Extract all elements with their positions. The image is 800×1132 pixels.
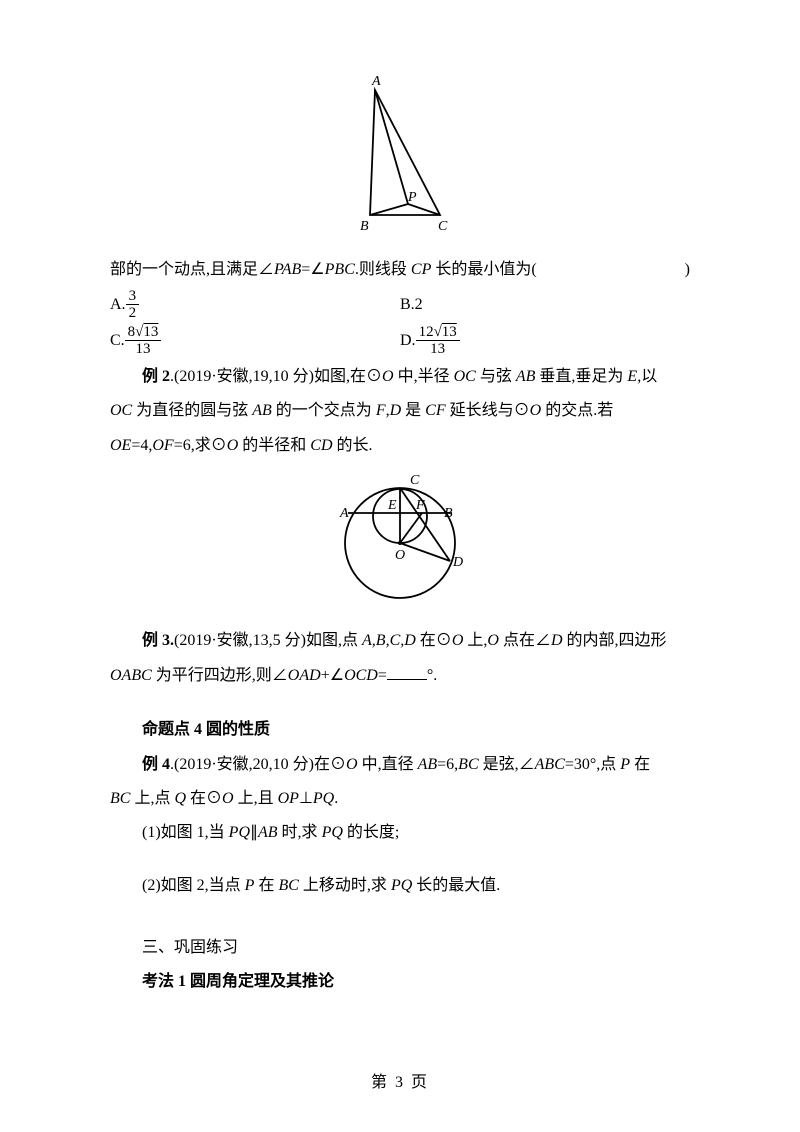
fig2-a: A <box>339 506 349 521</box>
fig2-o: O <box>395 548 405 563</box>
figure-circle: A B C D E F O <box>110 461 690 622</box>
choice-row-1: A. 32 B.2 <box>110 288 690 322</box>
fig2-c: C <box>410 473 420 488</box>
label-b: B <box>360 219 369 234</box>
choice-b: B.2 <box>400 288 690 322</box>
choice-a: A. 32 <box>110 288 400 322</box>
example-2-line2: OC 为直径的圆与弦 AB 的一个交点为 F,D 是 CF 延长线与⊙O 的交点… <box>110 396 690 426</box>
example-3-line1: 例 3.(2019·安徽,13,5 分)如图,点 A,B,C,D 在⊙O 上,O… <box>110 626 690 656</box>
section-3-sub: 考法 1 圆周角定理及其推论 <box>110 967 690 997</box>
section-3-title: 三、巩固练习 <box>110 933 690 963</box>
page-footer: 第 3 页 <box>0 1068 800 1098</box>
example-4-q2: (2)如图 2,当点 P 在 BC 上移动时,求 PQ 长的最大值. <box>110 871 690 901</box>
choice-c: C. 8√13 13 <box>110 324 400 358</box>
example-4-line1: 例 4.(2019·安徽,20,10 分)在⊙O 中,直径 AB=6,BC 是弦… <box>110 750 690 780</box>
example-4-line2: BC 上,点 Q 在⊙O 上,且 OP⊥PQ. <box>110 784 690 814</box>
fig2-f: F <box>415 498 425 513</box>
example-4-q1: (1)如图 1,当 PQ∥AB 时,求 PQ 的长度; <box>110 818 690 848</box>
label-c: C <box>438 219 448 234</box>
fig2-b: B <box>444 506 453 521</box>
fig2-d: D <box>452 555 463 570</box>
figure-triangle: A B C P <box>110 70 690 251</box>
example-3-line2: OABC 为平行四边形,则∠OAD+∠OCD=°. <box>110 661 690 691</box>
question-stem-line: 部的一个动点,且满足∠PAB=∠PBC.则线段 CP 长的最小值为( ) <box>110 255 690 285</box>
label-p: P <box>407 190 417 205</box>
example-2-line3: OE=4,OF=6,求⊙O 的半径和 CD 的长. <box>110 431 690 461</box>
fill-blank[interactable] <box>387 664 427 680</box>
topic-4-title: 命题点 4 圆的性质 <box>110 715 690 745</box>
example-2-line1: 例 2.(2019·安徽,19,10 分)如图,在⊙O 中,半径 OC 与弦 A… <box>110 362 690 392</box>
choice-d: D. 12√13 13 <box>400 324 690 358</box>
label-a: A <box>371 74 381 89</box>
choice-row-2: C. 8√13 13 D. 12√13 13 <box>110 324 690 358</box>
fig2-e: E <box>387 498 397 513</box>
